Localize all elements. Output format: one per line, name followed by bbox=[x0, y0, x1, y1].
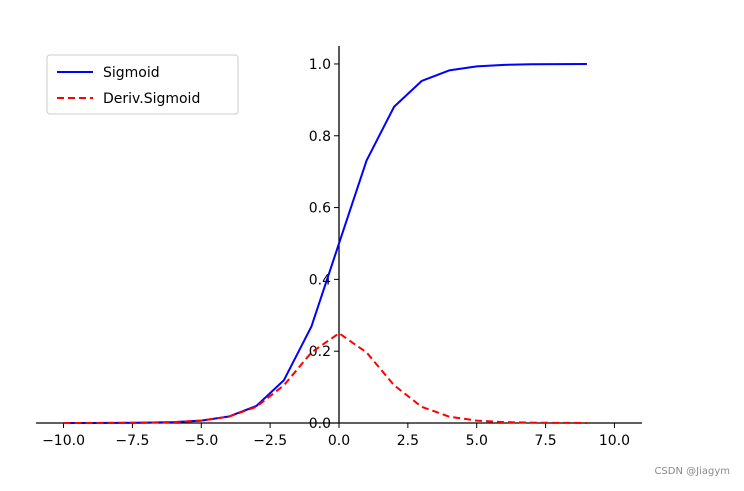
x-tick-label: −10.0 bbox=[42, 433, 85, 449]
watermark: CSDN @Jiagym bbox=[654, 466, 730, 477]
legend-frame bbox=[46, 54, 239, 115]
x-tick-label: 10.0 bbox=[599, 433, 630, 449]
x-tick-label: −2.5 bbox=[253, 433, 287, 449]
y-axis-ticks: 0.00.20.40.60.81.0 bbox=[309, 57, 339, 432]
x-tick-label: 0.0 bbox=[328, 433, 350, 449]
legend-label-sigmoid: Sigmoid bbox=[103, 65, 160, 81]
x-tick-label: −7.5 bbox=[115, 433, 149, 449]
y-tick-label: 0.0 bbox=[309, 416, 331, 432]
legend: Sigmoid Deriv.Sigmoid bbox=[46, 54, 239, 115]
y-tick-label: 0.2 bbox=[309, 344, 331, 360]
x-tick-label: −5.0 bbox=[184, 433, 218, 449]
y-tick-label: 0.8 bbox=[309, 129, 331, 145]
series-layer bbox=[63, 63, 587, 424]
y-tick-label: 1.0 bbox=[309, 57, 331, 73]
x-tick-label: 2.5 bbox=[397, 433, 419, 449]
x-tick-label: 7.5 bbox=[534, 433, 556, 449]
series-line-deriv-sigmoid bbox=[63, 332, 587, 424]
x-axis-ticks: −10.0 −7.5 −5.0 −2.5 0.0 2.5 5.0 7.5 10.0 bbox=[42, 423, 630, 449]
series-line-sigmoid bbox=[63, 63, 587, 424]
legend-label-deriv-sigmoid: Deriv.Sigmoid bbox=[103, 91, 200, 107]
y-tick-label: 0.6 bbox=[309, 201, 331, 217]
x-tick-label: 5.0 bbox=[466, 433, 488, 449]
